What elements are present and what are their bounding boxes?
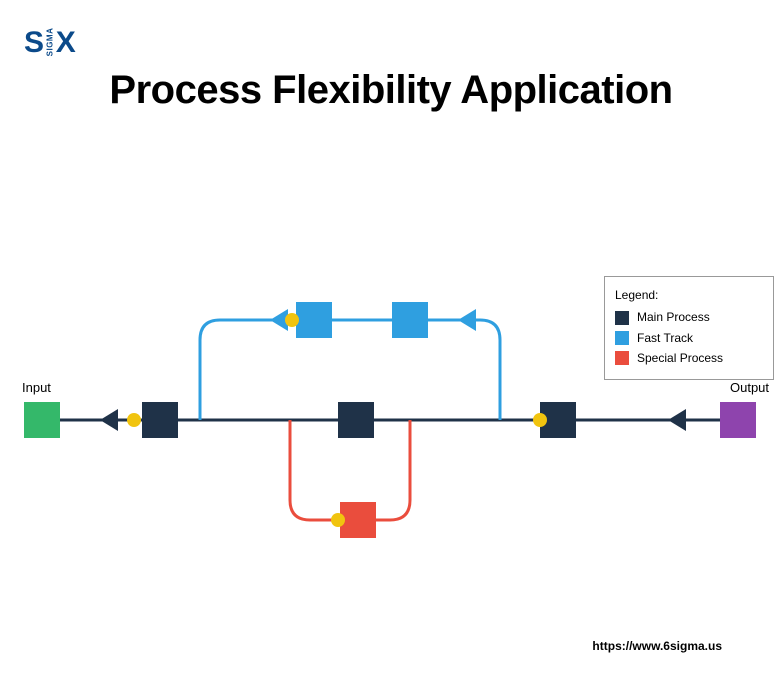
node-fast1 <box>296 302 332 338</box>
node-main2 <box>338 402 374 438</box>
legend-swatch <box>615 311 629 325</box>
joint <box>331 513 345 527</box>
legend-label: Main Process <box>637 307 710 327</box>
legend-item: Fast Track <box>615 328 763 348</box>
legend-label: Special Process <box>637 348 723 368</box>
node-fast2 <box>392 302 428 338</box>
legend-swatch <box>615 331 629 345</box>
footer-url: https://www.6sigma.us <box>592 639 722 653</box>
legend-label: Fast Track <box>637 328 693 348</box>
node-main1 <box>142 402 178 438</box>
joint <box>285 313 299 327</box>
node-input <box>24 402 60 438</box>
legend-swatch <box>615 351 629 365</box>
legend-item: Main Process <box>615 307 763 327</box>
joint <box>127 413 141 427</box>
legend: Legend: Main ProcessFast TrackSpecial Pr… <box>604 276 774 380</box>
joint <box>533 413 547 427</box>
node-special <box>340 502 376 538</box>
arrow-main <box>668 409 686 431</box>
legend-title: Legend: <box>615 285 763 305</box>
input-label: Input <box>22 380 51 395</box>
legend-item: Special Process <box>615 348 763 368</box>
node-output <box>720 402 756 438</box>
arrow-fast <box>458 309 476 331</box>
arrow-main <box>100 409 118 431</box>
output-label: Output <box>730 380 769 395</box>
